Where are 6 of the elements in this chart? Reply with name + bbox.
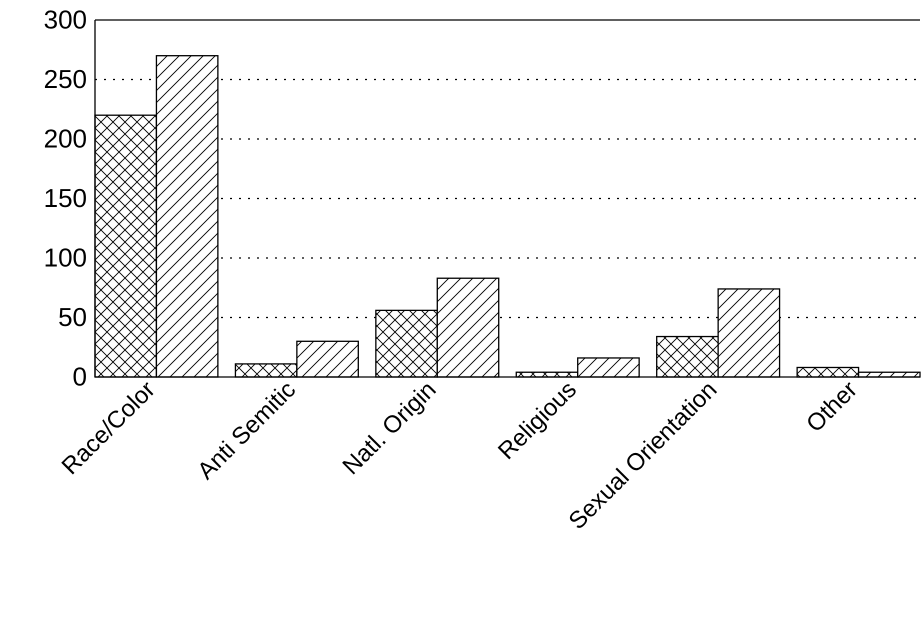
y-tick-label: 100 xyxy=(44,242,87,272)
y-tick-label: 150 xyxy=(44,182,87,213)
y-tick-label: 200 xyxy=(44,123,87,154)
y-tick-label: 300 xyxy=(44,4,87,34)
y-tick-label: 50 xyxy=(58,302,87,332)
y-tick-label: 250 xyxy=(44,64,87,94)
